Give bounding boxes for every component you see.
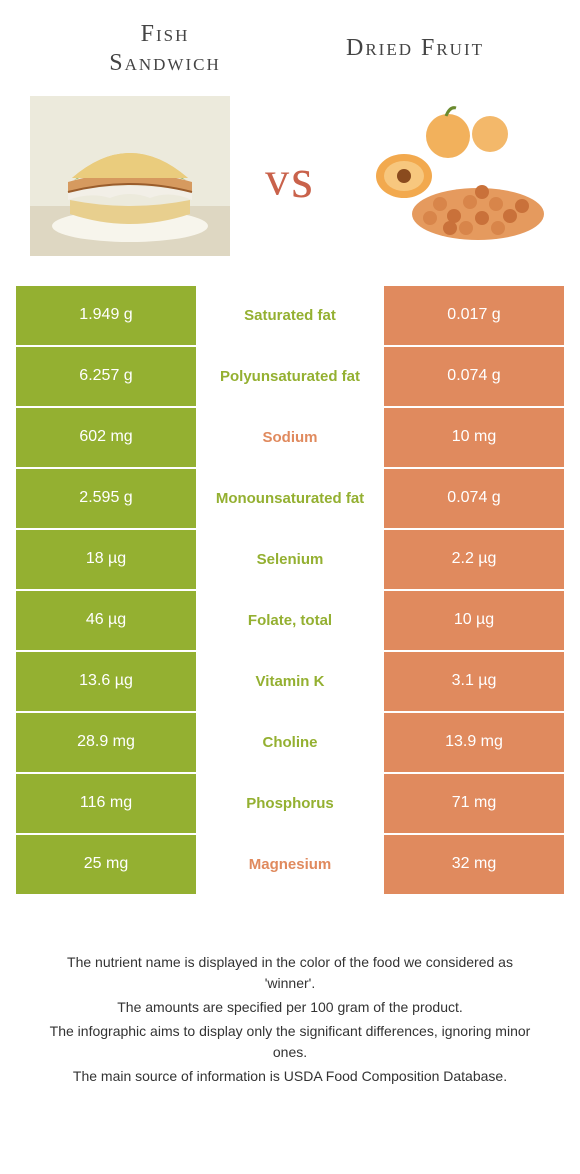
value-right: 10 mg [384, 408, 564, 467]
titles-row: Fish Sandwich Dried Fruit [16, 20, 564, 90]
value-left: 116 mg [16, 774, 196, 833]
nutrient-name: Selenium [196, 530, 384, 589]
value-right: 0.017 g [384, 286, 564, 345]
nutrient-row: 25 mgMagnesium32 mg [16, 835, 564, 896]
value-right: 13.9 mg [384, 713, 564, 772]
nutrient-row: 1.949 gSaturated fat0.017 g [16, 286, 564, 347]
nutrient-name: Magnesium [196, 835, 384, 894]
nutrient-name: Saturated fat [196, 286, 384, 345]
food-image-left [30, 96, 230, 256]
nutrient-row: 46 µgFolate, total10 µg [16, 591, 564, 652]
nutrient-row: 602 mgSodium10 mg [16, 408, 564, 469]
value-left: 602 mg [16, 408, 196, 467]
nutrient-table: 1.949 gSaturated fat0.017 g6.257 gPolyun… [16, 286, 564, 896]
nutrient-name: Sodium [196, 408, 384, 467]
food-title-right: Dried Fruit [290, 34, 540, 63]
nutrient-row: 18 µgSelenium2.2 µg [16, 530, 564, 591]
value-right: 71 mg [384, 774, 564, 833]
footer-note: The main source of information is USDA F… [44, 1066, 536, 1088]
footer-note: The infographic aims to display only the… [44, 1021, 536, 1064]
nutrient-name: Folate, total [196, 591, 384, 650]
nutrient-name: Choline [196, 713, 384, 772]
nutrient-row: 116 mgPhosphorus71 mg [16, 774, 564, 835]
footer-note: The nutrient name is displayed in the co… [44, 952, 536, 995]
nutrient-row: 28.9 mgCholine13.9 mg [16, 713, 564, 774]
nutrient-row: 2.595 gMonounsaturated fat0.074 g [16, 469, 564, 530]
value-right: 32 mg [384, 835, 564, 894]
value-left: 6.257 g [16, 347, 196, 406]
nutrient-name: Monounsaturated fat [196, 469, 384, 528]
value-left: 13.6 µg [16, 652, 196, 711]
value-right: 0.074 g [384, 347, 564, 406]
value-left: 18 µg [16, 530, 196, 589]
value-right: 3.1 µg [384, 652, 564, 711]
nutrient-name: Vitamin K [196, 652, 384, 711]
footer-note: The amounts are specified per 100 gram o… [44, 997, 536, 1019]
value-left: 46 µg [16, 591, 196, 650]
footer-notes: The nutrient name is displayed in the co… [16, 896, 564, 1088]
nutrient-name: Phosphorus [196, 774, 384, 833]
nutrient-row: 13.6 µgVitamin K3.1 µg [16, 652, 564, 713]
value-right: 10 µg [384, 591, 564, 650]
vs-label: vs [259, 139, 321, 211]
food-image-right [350, 96, 550, 256]
food-title-left: Fish Sandwich [40, 20, 290, 78]
value-right: 0.074 g [384, 469, 564, 528]
nutrient-name: Polyunsaturated fat [196, 347, 384, 406]
images-row: vs [16, 90, 564, 286]
value-left: 2.595 g [16, 469, 196, 528]
value-right: 2.2 µg [384, 530, 564, 589]
comparison-infographic: Fish Sandwich Dried Fruit [0, 0, 580, 1088]
value-left: 25 mg [16, 835, 196, 894]
value-left: 28.9 mg [16, 713, 196, 772]
value-left: 1.949 g [16, 286, 196, 345]
nutrient-row: 6.257 gPolyunsaturated fat0.074 g [16, 347, 564, 408]
